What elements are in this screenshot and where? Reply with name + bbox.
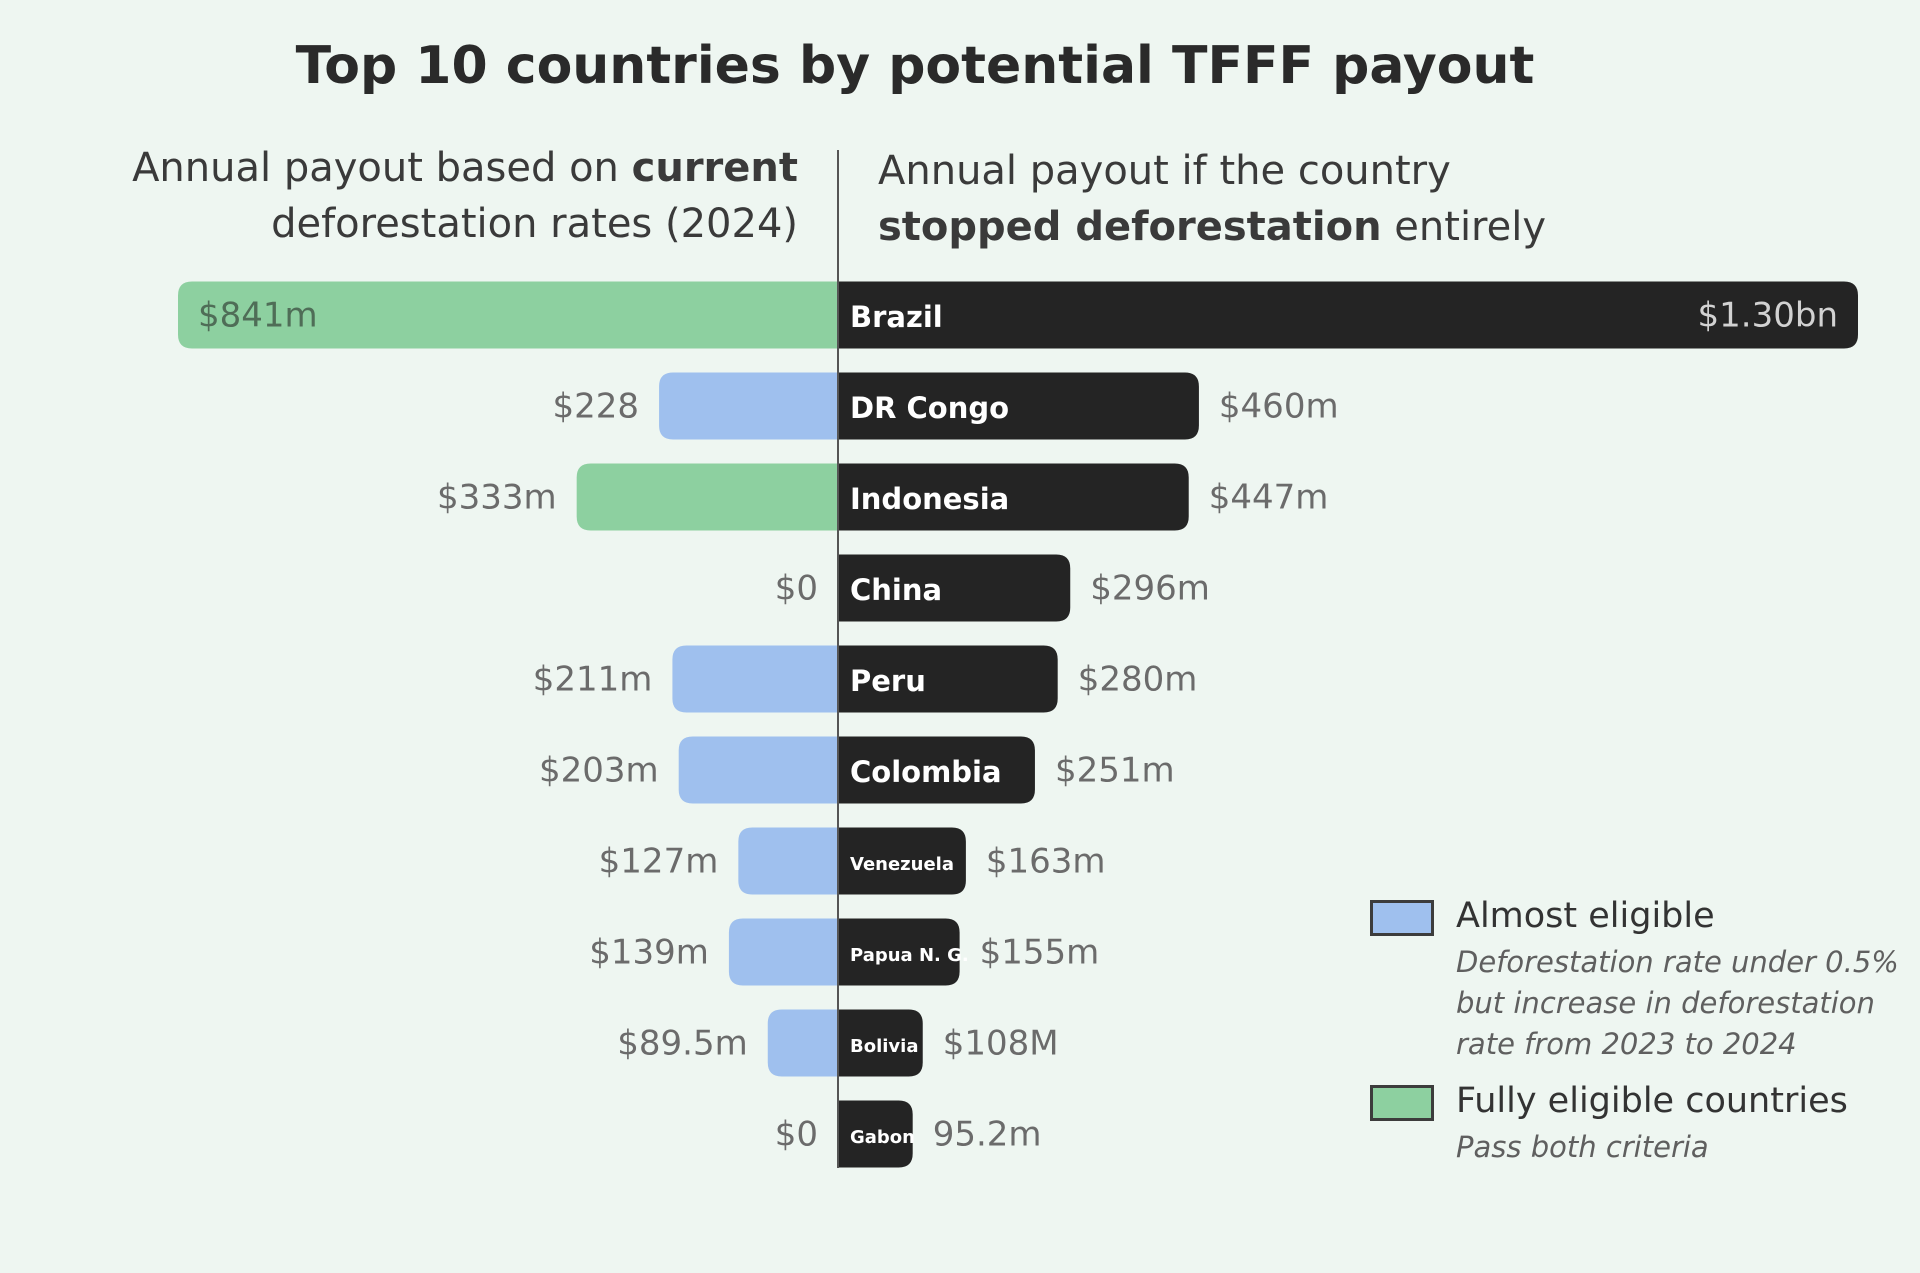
left-heading: Annual payout based on current deforesta… (132, 140, 798, 252)
country-label: China (850, 573, 942, 607)
stopped-payout-bar (838, 645, 1058, 713)
stopped-payout-bar (838, 463, 1189, 531)
current-payout-label: $841m (198, 296, 318, 336)
current-payout-label: $89.5m (617, 1024, 747, 1064)
current-payout-bar (672, 645, 838, 713)
legend-note-line: Pass both criteria (1456, 1130, 1709, 1164)
stopped-payout-bar (838, 281, 1858, 349)
current-payout-label: $0 (775, 1115, 818, 1155)
country-label: Brazil (850, 300, 943, 334)
current-payout-label: $127m (599, 842, 719, 882)
current-payout-label: $203m (539, 751, 659, 791)
country-label: Papua N. G. (850, 945, 969, 966)
current-payout-label: $0 (775, 569, 818, 609)
stopped-payout-label: $1.30bn (1698, 296, 1838, 336)
stopped-payout-label: $447m (1209, 478, 1329, 518)
current-payout-bar (576, 463, 838, 531)
stopped-payout-bar (838, 1009, 923, 1077)
country-label: Venezuela (850, 854, 954, 875)
current-payout-bar (178, 281, 838, 349)
stopped-payout-label: $296m (1090, 569, 1210, 609)
chart-title: Top 10 countries by potential TFFF payou… (295, 36, 1535, 96)
current-payout-label: $228 (553, 387, 640, 427)
country-label: Bolivia (850, 1036, 918, 1057)
right-heading-part: entirely (1381, 204, 1547, 250)
stopped-payout-bar (838, 827, 966, 895)
current-payout-label: $139m (589, 933, 709, 973)
current-payout-bar (728, 918, 838, 986)
stopped-payout-bar (838, 918, 960, 986)
current-payout-label: $211m (533, 660, 653, 700)
country-label: DR Congo (850, 391, 1009, 425)
legend-note-line: rate from 2023 to 2024 (1456, 1027, 1797, 1061)
left-heading-part: deforestation rates (2024) (271, 201, 798, 247)
legend-note-almost: Deforestation rate under 0.5% but increa… (1456, 942, 1899, 1065)
stopped-payout-label: $460m (1219, 387, 1339, 427)
country-label: Colombia (850, 755, 1002, 789)
stopped-payout-bar (838, 736, 1035, 804)
legend-swatch-almost (1370, 900, 1434, 936)
left-heading-part: Annual payout based on (132, 145, 632, 191)
legend-note-fully: Pass both criteria (1456, 1127, 1709, 1168)
stopped-payout-label: $280m (1078, 660, 1198, 700)
right-heading-bold: stopped deforestation (878, 204, 1382, 250)
country-label: Gabon (850, 1127, 915, 1148)
current-payout-label: $333m (437, 478, 557, 518)
legend-note-line: but increase in deforestation (1456, 986, 1875, 1020)
right-heading: Annual payout if the country stopped def… (878, 143, 1546, 255)
stopped-payout-label: $251m (1055, 751, 1175, 791)
stopped-payout-label: $108M (943, 1024, 1059, 1064)
current-payout-bar (738, 827, 838, 895)
legend-note-line: Deforestation rate under 0.5% (1456, 945, 1899, 979)
legend-swatch-fully (1370, 1085, 1434, 1121)
current-payout-bar (767, 1009, 838, 1077)
current-payout-bar (678, 736, 838, 804)
stopped-payout-bar (838, 554, 1071, 622)
left-heading-bold: current (631, 145, 798, 191)
stopped-payout-label: 95.2m (933, 1115, 1042, 1155)
stopped-payout-label: $155m (980, 933, 1100, 973)
current-payout-bar (659, 372, 838, 440)
right-heading-part: Annual payout if the country (878, 148, 1451, 194)
country-label: Indonesia (850, 482, 1009, 516)
legend-label-almost: Almost eligible (1456, 896, 1715, 936)
country-label: Peru (850, 664, 926, 698)
stopped-payout-bar (838, 1100, 913, 1168)
stopped-payout-label: $163m (986, 842, 1106, 882)
legend-label-fully: Fully eligible countries (1456, 1081, 1848, 1121)
stopped-payout-bar (838, 372, 1199, 440)
